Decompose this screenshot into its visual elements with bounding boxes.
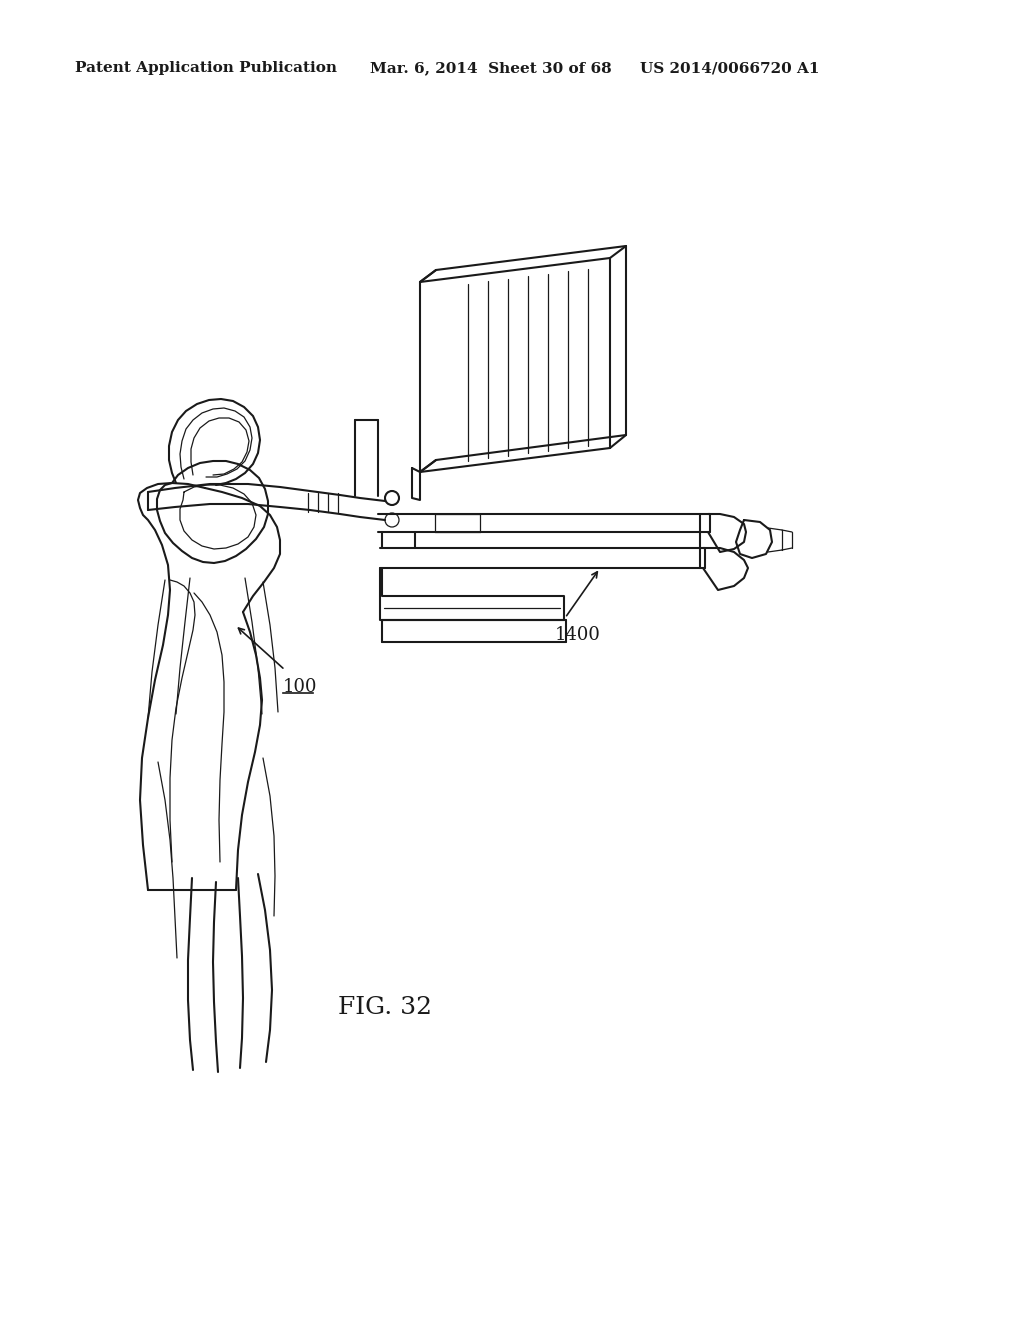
Text: 100: 100 <box>283 678 317 696</box>
Text: US 2014/0066720 A1: US 2014/0066720 A1 <box>640 61 819 75</box>
Text: Patent Application Publication: Patent Application Publication <box>75 61 337 75</box>
Text: FIG. 32: FIG. 32 <box>338 997 432 1019</box>
Text: 1400: 1400 <box>555 626 601 644</box>
Text: Mar. 6, 2014  Sheet 30 of 68: Mar. 6, 2014 Sheet 30 of 68 <box>370 61 611 75</box>
